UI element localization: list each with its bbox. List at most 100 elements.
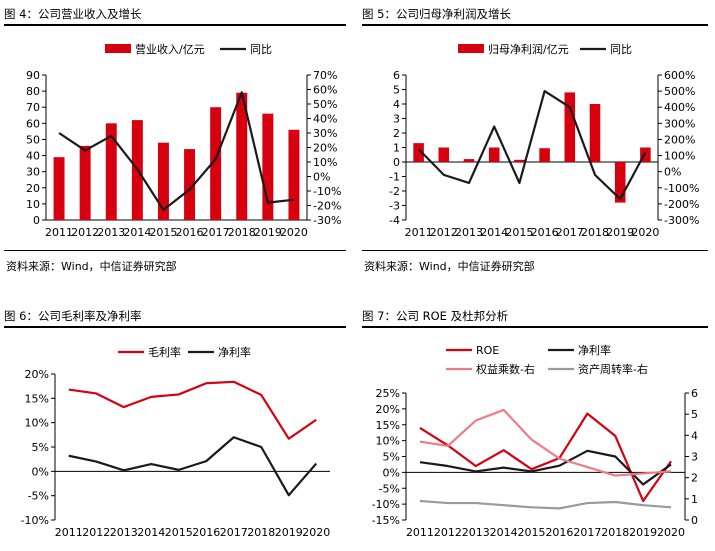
fig5-bar-2013 [463,159,475,162]
fig4-right-tick-label: 0% [313,171,330,184]
fig7-x-tick-label: 2019 [629,526,657,539]
fig6-x-tick-label: 2020 [302,526,330,539]
fig6-x-tick-label: 2018 [247,526,275,539]
fig5-right-tick-label: -300% [664,214,699,227]
fig5-series-line-1 [417,90,647,201]
fig5-bar-2016 [539,148,550,162]
fig4-bar-2020 [288,129,300,220]
fig5-right-tick-label: 0% [664,166,681,179]
fig5-left-tick-label: 4 [393,98,400,111]
fig5-source: 资料来源：Wind，中信证券研究部 [364,260,535,273]
fig5-bar-2018 [589,104,601,162]
fig7-legend-label-1: 净利率 [578,343,611,357]
fig5-source-rule [362,250,708,251]
fig7-x-tick-label: 2017 [573,526,601,539]
fig5-chart: -4-3 -2-1 01 23 45 6 -300% -200% -100% 0% 100% 200%… [389,42,699,239]
fig4-right-tick-label: -30% [313,214,341,227]
fig4-title-rule [4,24,346,26]
fig7-left-tick-label: 0% [383,466,400,479]
fig7-right-tick-label: 3 [691,451,698,464]
fig5-left-tick-label: -4 [389,214,400,227]
fig6-left-tick-label: 15% [25,392,49,405]
fig4-x-tick-label: 2020 [280,226,308,239]
fig5-left-tick-label: -1 [389,171,400,184]
fig4-x-tick-label: 2011 [45,226,73,239]
fig7-x-tick-label: 2020 [657,526,685,539]
fig4-title: 图 4：公司营业收入及增长 [4,7,142,21]
fig7-left-tick-label: -5% [379,482,400,495]
fig6-series-line-0 [68,380,317,440]
fig4-chart: 0 10 20 30 40 50 60 70 80 90 -30%-20% -10%0% 10%20% 3… [26,42,341,239]
fig4-left-tick-label: 0 [33,214,40,227]
fig7-right-tick-label: 2 [691,472,698,485]
fig5-x-tick-label: 2020 [631,226,659,239]
fig4-bar-2016 [184,149,196,220]
fig4-legend-label-1: 同比 [250,43,272,56]
fig6-left-tick-label: -10% [21,514,49,527]
fig4-left-tick-label: 90 [26,69,40,82]
fig6-legend-label-0: 毛利率 [148,345,181,359]
fig4-right-tick-label: 40% [313,113,337,126]
fig5-x-tick-label: 2013 [455,226,483,239]
fig4-x-tick-label: 2013 [97,226,125,239]
fig4-source: 资料来源：Wind，中信证券研究部 [6,260,177,273]
fig4-left-tick-label: 40 [26,150,40,163]
fig7-x-tick-label: 2014 [490,526,518,539]
fig5-left-tick-label: -3 [389,200,400,213]
fig4-left-tick-label: 50 [26,133,40,146]
fig5-bar-2014 [488,147,500,162]
fig6-x-tick-label: 2015 [165,526,193,539]
fig5-right-tick-label: 200% [664,133,695,146]
fig4-legend-swatch-0 [105,44,131,53]
fig4-left-tick-label: 20 [26,182,40,195]
fig5-x-tick-label: 2016 [531,226,559,239]
fig5-left-tick-label: 0 [393,156,400,169]
fig7-legend-label-2: 权益乘数-右 [476,362,535,376]
fig7-legend-label-3: 资产周转率-右 [578,362,648,376]
fig5-x-tick-label: 2011 [405,226,433,239]
fig5-x-tick-label: 2015 [505,226,533,239]
fig4-x-tick-label: 2018 [228,226,256,239]
fig6-left-tick-label: 10% [25,417,49,430]
fig4-x-tick-label: 2015 [149,226,177,239]
fig5-legend-label-1: 同比 [610,43,632,56]
fig7-x-tick-label: 2016 [545,526,573,539]
fig7-right-tick-label: 5 [691,408,698,421]
fig4-bar-2017 [210,107,222,220]
fig4-series-line-1 [58,91,295,211]
fig4-bar-2018 [236,92,248,220]
fig5-left-tick-label: 6 [393,69,400,82]
fig6-left-tick-label: 20% [25,368,49,381]
fig5-bar-2015 [514,159,525,162]
fig7-right-tick-label: 4 [691,429,698,442]
fig5-bar-2017 [564,92,576,162]
fig7-left-tick-label: 5% [383,451,400,464]
fig5-x-tick-label: 2014 [480,226,508,239]
fig6-x-tick-label: 2017 [220,526,248,539]
fig5-left-tick-label: 1 [393,142,400,155]
fig5-right-tick-label: 500% [664,85,695,98]
fig4-x-tick-label: 2017 [202,226,230,239]
fig5-title: 图 5：公司归母净利润及增长 [362,7,511,21]
fig5-right-tick-label: -100% [664,182,699,195]
fig7-left-tick-label: 10% [376,435,400,448]
fig4-bar-2013 [105,123,117,220]
fig4-left-tick-label: 80 [26,85,40,98]
fig6-x-tick-label: 2016 [192,526,220,539]
fig7-x-tick-label: 2012 [434,526,462,539]
fig5-left-tick-label: 3 [393,113,400,126]
fig5-bar-2012 [438,147,450,162]
fig7-title-rule [362,326,708,328]
fig5-bar-2019 [614,162,626,203]
fig6-title-rule [4,326,346,328]
fig4-bar-2011 [53,157,65,220]
fig4-right-tick-label: -20% [313,200,341,213]
fig6-x-tick-label: 2014 [137,526,165,539]
fig7-series-line-2 [419,408,672,477]
fig7-series-line-0 [419,412,672,503]
fig4-left-tick-label: 70 [26,101,40,114]
fig5-right-tick-label: 100% [664,150,695,163]
fig6-x-tick-label: 2013 [110,526,138,539]
fig5-x-tick-label: 2012 [430,226,458,239]
